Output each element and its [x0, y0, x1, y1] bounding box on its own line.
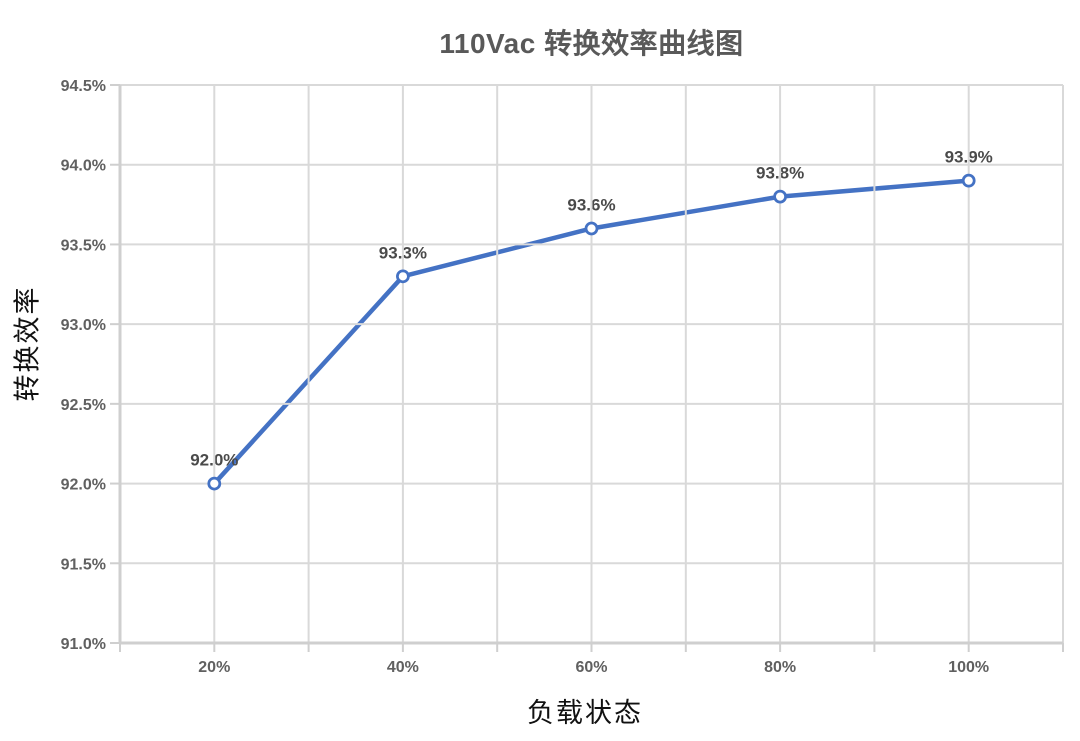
y-tick-label: 94.0%: [61, 158, 106, 175]
data-point-marker: [773, 189, 787, 204]
y-tick-label: 94.5%: [61, 78, 106, 95]
x-tick-label: 40%: [387, 659, 419, 676]
x-tick-label: 60%: [575, 659, 607, 676]
data-point-marker: [584, 221, 599, 236]
x-tick-label: 80%: [764, 659, 796, 676]
x-tick-label: 100%: [948, 659, 989, 676]
x-tick-label: 20%: [198, 659, 230, 676]
y-tick-label: 92.5%: [61, 397, 106, 414]
data-point-marker: [961, 173, 976, 188]
data-point-marker: [396, 269, 410, 284]
y-tick-label: 91.5%: [61, 556, 106, 573]
x-axis-title: 负载状态: [518, 688, 652, 733]
y-tick-label: 93.0%: [61, 317, 106, 334]
data-point-marker: [207, 476, 222, 491]
y-axis-title-box: 转换效率: [2, 283, 48, 404]
chart-title: 110Vac 转换效率曲线图: [439, 28, 744, 59]
y-tick-label: 91.0%: [61, 636, 106, 653]
y-tick-label: 93.5%: [61, 237, 106, 254]
y-tick-label: 92.0%: [61, 477, 106, 494]
